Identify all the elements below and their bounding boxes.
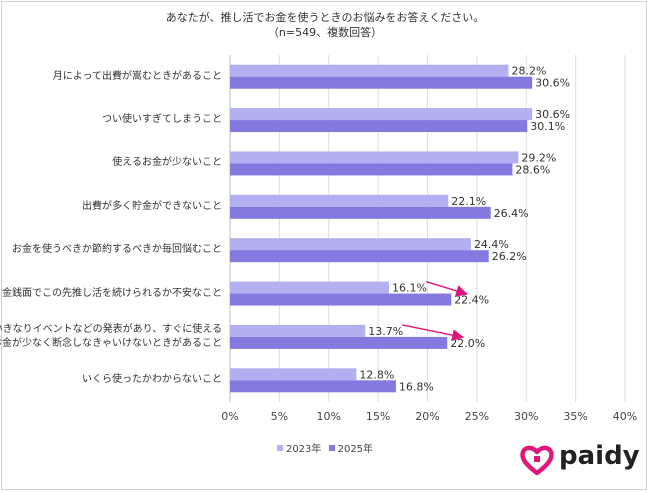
x-tick-label: 25%	[465, 410, 489, 423]
bar-2025年-4	[230, 250, 489, 263]
x-tick-label: 35%	[563, 410, 587, 423]
legend-swatch-2025	[328, 445, 335, 451]
x-tick-label: 15%	[366, 410, 390, 423]
data-label-2023年-2: 29.2%	[521, 151, 556, 164]
category-label: お金を使うべきか節約するべきか毎回悩むこと	[12, 243, 222, 257]
bar-2023年-3	[230, 194, 449, 207]
data-label-2023年-5: 16.1%	[392, 282, 427, 295]
category-label-line: 使えるお金が少ないこと	[112, 157, 222, 169]
legend-label-2023: 2023年	[285, 444, 322, 455]
paidy-logo-text: paidy	[559, 441, 640, 471]
data-label-2025年-5: 22.4%	[454, 294, 489, 307]
category-label-line: 金銭面でこの先推し活を続けられるか不安なこと	[2, 287, 222, 299]
bar-2023年-6	[230, 324, 366, 337]
increase-arrow-6	[402, 324, 465, 342]
bar-2023年-1	[230, 108, 533, 121]
bar-2025年-5	[230, 293, 452, 306]
x-tick-label: 30%	[514, 410, 538, 423]
legend: 2023年 2025年	[0, 440, 650, 455]
category-label-line: つい使いすぎてしまうこと	[102, 114, 222, 126]
increase-arrow-5	[425, 280, 469, 297]
bar-2025年-7	[230, 380, 396, 393]
category-label-line: お金が少なく断念しなきゃいけないときがあること	[0, 337, 222, 349]
x-tick-label: 40%	[613, 410, 637, 423]
bar-2025年-6	[230, 336, 448, 349]
bar-2023年-5	[230, 281, 389, 294]
category-label-line: 出費が多く貯金ができないこと	[82, 200, 222, 212]
category-label: 金銭面でこの先推し活を続けられるか不安なこと	[2, 287, 222, 301]
chart-subtitle: （n=549、複数回答）	[267, 26, 383, 39]
x-tick-label: 0%	[221, 410, 238, 423]
legend-item-2025: 2025年	[328, 444, 374, 455]
category-label: つい使いすぎてしまうこと	[102, 113, 222, 127]
legend-label-2025: 2025年	[337, 444, 374, 455]
category-label-line: 月によって出費が嵩むときがあること	[52, 70, 222, 82]
data-label-2025年-6: 22.0%	[450, 337, 485, 350]
data-label-2025年-7: 16.8%	[399, 380, 434, 393]
legend-item-2023: 2023年	[276, 444, 322, 455]
bar-2023年-7	[230, 368, 357, 381]
data-label-2023年-7: 12.8%	[359, 368, 394, 381]
bar-2025年-3	[230, 206, 491, 219]
category-label-line: いきなりイベントなどの発表があり、すぐに使える	[0, 323, 222, 335]
data-label-2025年-4: 26.2%	[492, 250, 527, 263]
category-label: 出費が多く貯金ができないこと	[82, 200, 222, 214]
category-label: いきなりイベントなどの発表があり、すぐに使える お金が少なく断念しなきゃいけないと…	[0, 323, 222, 351]
category-label: いくら使ったかわからないこと	[82, 373, 222, 387]
data-label-2025年-1: 30.1%	[530, 120, 565, 133]
x-tick-label: 5%	[271, 410, 288, 423]
bar-2025年-2	[230, 163, 513, 176]
paidy-logo-icon	[520, 445, 554, 476]
category-label: 使えるお金が少ないこと	[112, 156, 222, 170]
bar-2025年-1	[230, 120, 528, 133]
data-label-2023年-1: 30.6%	[535, 108, 570, 121]
data-label-2023年-0: 28.2%	[511, 65, 546, 78]
data-label-2025年-2: 28.6%	[515, 163, 550, 176]
data-label-2023年-3: 22.1%	[451, 195, 486, 208]
bar-2025年-0	[230, 76, 533, 89]
chart-title: あなたが、推し活でお金を使うときのお悩みをお答えください。	[165, 11, 485, 24]
bar-2023年-4	[230, 238, 471, 251]
legend-swatch-2023	[276, 445, 283, 451]
paidy-logo: paidy	[519, 441, 640, 478]
data-label-2023年-6: 13.7%	[368, 325, 403, 338]
bar-2023年-0	[230, 64, 509, 77]
data-label-2025年-3: 26.4%	[494, 207, 529, 220]
x-tick-label: 20%	[415, 410, 439, 423]
category-label: 月によって出費が嵩むときがあること	[53, 70, 222, 84]
data-label-2025年-0: 30.6%	[535, 77, 570, 90]
bar-2023年-2	[230, 151, 519, 164]
x-tick-label: 10%	[317, 410, 341, 423]
category-label-line: いくら使ったかわからないこと	[82, 374, 222, 386]
category-label-line: お金を使うべきか節約するべきか毎回悩むこと	[12, 244, 222, 256]
data-label-2023年-4: 24.4%	[474, 238, 509, 251]
